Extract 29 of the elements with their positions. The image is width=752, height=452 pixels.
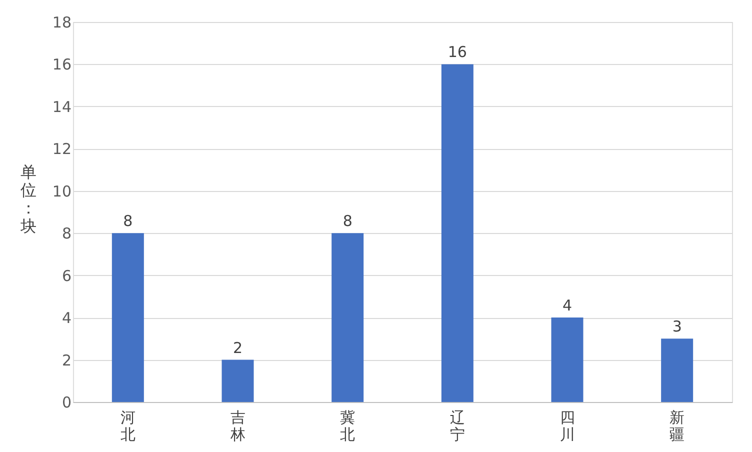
- y-tick-label: 8: [62, 224, 72, 243]
- y-tick-label: 18: [52, 14, 72, 32]
- data-label: 16: [448, 43, 467, 62]
- bar: [551, 318, 584, 402]
- bar: [441, 64, 474, 402]
- y-axis-title: 单位：块: [20, 162, 36, 236]
- data-label: 3: [672, 318, 682, 336]
- x-tick-label: 四川: [560, 408, 575, 444]
- bar: [112, 233, 144, 402]
- data-label: 8: [342, 212, 352, 230]
- x-tick-label: 新疆: [670, 408, 685, 444]
- y-tick-label: 2: [62, 351, 72, 370]
- data-label: 4: [562, 296, 572, 315]
- y-tick-label: 14: [52, 98, 72, 116]
- y-tick-label: 4: [62, 309, 72, 328]
- x-tick-label: 吉林: [229, 408, 246, 444]
- y-tick-label: 6: [62, 266, 72, 285]
- y-tick-label: 16: [52, 56, 72, 74]
- y-tick-label: 12: [52, 140, 72, 158]
- data-label: 2: [232, 338, 243, 357]
- y-tick-label: 10: [52, 182, 72, 200]
- bar: [222, 360, 254, 402]
- x-tick-label: 冀北: [340, 408, 356, 444]
- bar: [332, 233, 364, 402]
- y-tick-label: 0: [62, 394, 72, 412]
- x-tick-label: 辽宁: [450, 408, 465, 444]
- data-label: 8: [123, 212, 133, 230]
- bar: [661, 338, 694, 402]
- x-tick-label: 河北: [120, 408, 136, 444]
